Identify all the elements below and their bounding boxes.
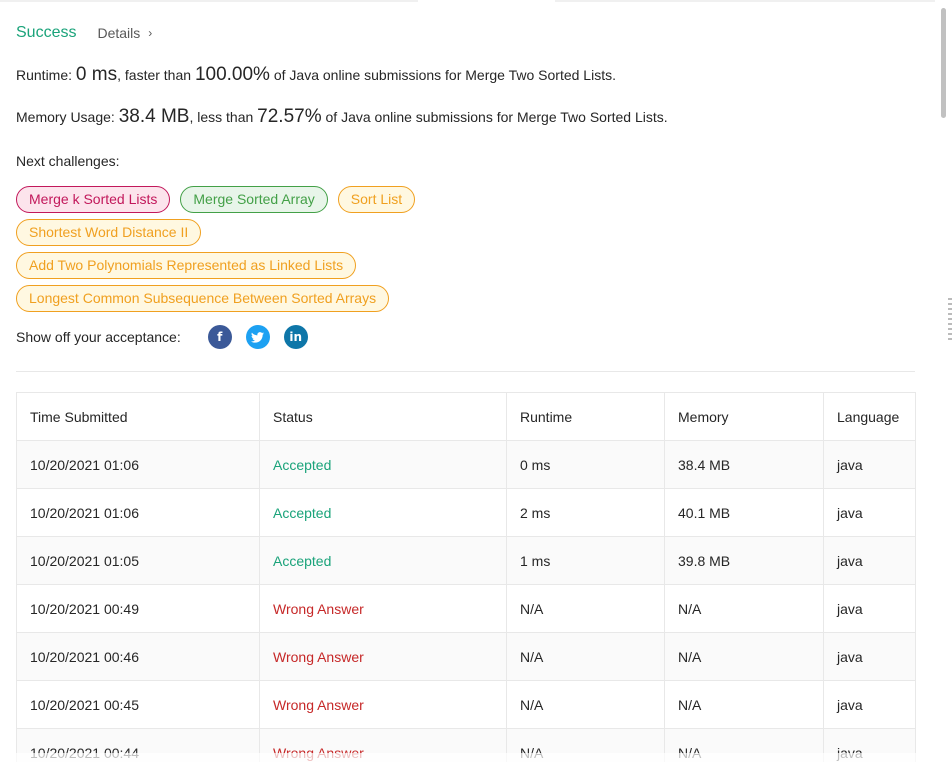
header-memory[interactable]: Memory xyxy=(664,392,824,441)
table-row: 10/20/2021 01:05 Accepted 1 ms 39.8 MB j… xyxy=(16,536,916,585)
facebook-icon[interactable]: f xyxy=(207,325,232,349)
runtime-percent: 100.00% xyxy=(194,64,270,85)
memory-percent: 72.57% xyxy=(257,106,322,127)
memory-stat: Memory Usage: 38.4 MB, less than 72.57% … xyxy=(16,106,668,128)
cell-runtime: 0 ms xyxy=(506,440,665,489)
share-label: Show off your acceptance: xyxy=(16,329,181,345)
cell-status-link[interactable]: Accepted xyxy=(259,536,507,585)
cell-memory: N/A xyxy=(664,680,824,729)
cell-memory: N/A xyxy=(664,584,824,633)
details-link[interactable]: Details › xyxy=(97,25,152,41)
tag-row: Longest Common Subsequence Between Sorte… xyxy=(16,285,915,313)
cell-time: 10/20/2021 00:46 xyxy=(16,632,260,681)
runtime-label: Runtime: xyxy=(16,67,76,83)
share-section: Show off your acceptance: f in xyxy=(16,325,308,349)
challenge-tag-sort-list[interactable]: Sort List xyxy=(337,186,416,213)
scrollbar-thumb[interactable] xyxy=(941,8,946,118)
chevron-right-icon: › xyxy=(148,26,153,40)
table-row: 10/20/2021 00:49 Wrong Answer N/A N/A ja… xyxy=(16,584,916,633)
table-header-row: Time Submitted Status Runtime Memory Lan… xyxy=(16,392,916,441)
cell-language: java xyxy=(823,536,916,585)
challenge-tag-shortest-word-distance-ii[interactable]: Shortest Word Distance II xyxy=(16,219,202,246)
twitter-bird-glyph xyxy=(251,331,265,343)
cell-runtime: N/A xyxy=(506,680,665,729)
challenge-tag-add-two-polynomials[interactable]: Add Two Polynomials Represented as Linke… xyxy=(16,252,357,279)
challenge-tag-longest-common-subsequence[interactable]: Longest Common Subsequence Between Sorte… xyxy=(16,285,390,312)
cell-time: 10/20/2021 01:06 xyxy=(16,440,260,489)
table-row: 10/20/2021 00:45 Wrong Answer N/A N/A ja… xyxy=(16,680,916,729)
cell-language: java xyxy=(823,680,916,729)
cell-memory: 39.8 MB xyxy=(664,536,824,585)
cell-status-link[interactable]: Wrong Answer xyxy=(259,632,507,681)
social-buttons: f in xyxy=(207,325,308,349)
cell-status-link[interactable]: Accepted xyxy=(259,440,507,489)
table-row: 10/20/2021 01:06 Accepted 0 ms 38.4 MB j… xyxy=(16,440,916,489)
active-tab-indicator xyxy=(418,0,555,2)
memory-mid: , less than xyxy=(189,109,258,125)
runtime-stat: Runtime: 0 ms, faster than 100.00% of Ja… xyxy=(16,64,616,86)
next-challenges-label: Next challenges: xyxy=(16,153,120,169)
memory-label: Memory Usage: xyxy=(16,109,119,125)
tag-row: Merge k Sorted Lists Merge Sorted Array … xyxy=(16,186,915,214)
twitter-icon[interactable] xyxy=(245,325,270,349)
cell-language: java xyxy=(823,632,916,681)
cell-runtime: 2 ms xyxy=(506,488,665,537)
cell-language: java xyxy=(823,488,916,537)
cell-language: java xyxy=(823,440,916,489)
runtime-value: 0 ms xyxy=(75,64,118,85)
linkedin-icon[interactable]: in xyxy=(283,325,308,349)
result-status: Success xyxy=(16,24,77,41)
header-time-submitted[interactable]: Time Submitted xyxy=(16,392,260,441)
table-row: 10/20/2021 00:46 Wrong Answer N/A N/A ja… xyxy=(16,632,916,681)
header-status[interactable]: Status xyxy=(259,392,507,441)
cell-status-link[interactable]: Wrong Answer xyxy=(259,680,507,729)
cell-status-link[interactable]: Wrong Answer xyxy=(259,584,507,633)
scrollbar-track[interactable] xyxy=(935,0,952,762)
memory-suffix: of Java online submissions for Merge Two… xyxy=(321,109,668,125)
resize-handle-icon[interactable] xyxy=(948,298,952,342)
cell-time: 10/20/2021 00:49 xyxy=(16,584,260,633)
cell-memory: 38.4 MB xyxy=(664,440,824,489)
memory-value: 38.4 MB xyxy=(118,106,190,127)
challenge-tag-merge-sorted-array[interactable]: Merge Sorted Array xyxy=(180,186,328,213)
cell-time: 10/20/2021 00:45 xyxy=(16,680,260,729)
next-challenges-list: Merge k Sorted Lists Merge Sorted Array … xyxy=(16,186,915,318)
cell-memory: N/A xyxy=(664,632,824,681)
cell-time: 10/20/2021 01:06 xyxy=(16,488,260,537)
header-language[interactable]: Language xyxy=(823,392,916,441)
cell-time: 10/20/2021 01:05 xyxy=(16,536,260,585)
header-runtime[interactable]: Runtime xyxy=(506,392,665,441)
cell-status-link[interactable]: Accepted xyxy=(259,488,507,537)
challenge-tag-merge-k-sorted-lists[interactable]: Merge k Sorted Lists xyxy=(16,186,171,213)
cell-memory: 40.1 MB xyxy=(664,488,824,537)
details-label: Details xyxy=(97,25,141,41)
cell-runtime: N/A xyxy=(506,632,665,681)
tag-row: Add Two Polynomials Represented as Linke… xyxy=(16,252,915,280)
runtime-suffix: of Java online submissions for Merge Two… xyxy=(269,67,616,83)
cell-runtime: 1 ms xyxy=(506,536,665,585)
bottom-edge xyxy=(0,753,935,762)
result-status-line: Success Details › xyxy=(16,24,152,42)
tag-row: Shortest Word Distance II xyxy=(16,219,915,247)
table-row: 10/20/2021 01:06 Accepted 2 ms 40.1 MB j… xyxy=(16,488,916,537)
cell-runtime: N/A xyxy=(506,584,665,633)
submissions-table: Time Submitted Status Runtime Memory Lan… xyxy=(16,392,916,762)
runtime-mid: , faster than xyxy=(117,67,195,83)
section-divider xyxy=(16,371,915,372)
cell-language: java xyxy=(823,584,916,633)
